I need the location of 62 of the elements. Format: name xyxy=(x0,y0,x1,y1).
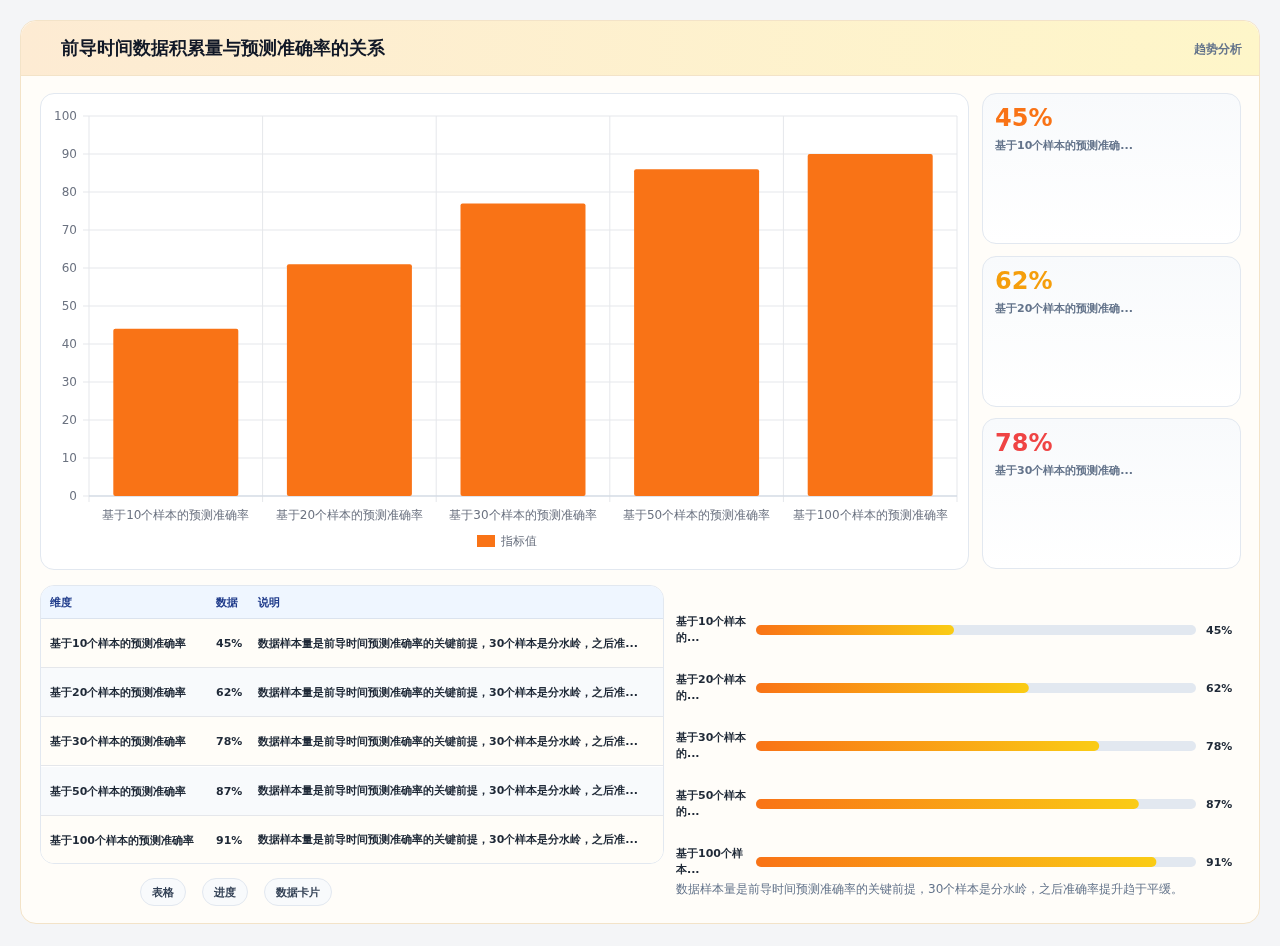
text: 维度 xyxy=(50,595,72,610)
category-label: 基于50个样本的预测准确率 xyxy=(50,783,188,800)
y-tick-label: 60 xyxy=(61,261,77,275)
text: 78% xyxy=(995,429,1053,457)
chart-title: 前导时间数据积累量与预测准确率的关系 xyxy=(61,36,385,60)
x-tick-label: 基于50个样本的预测准确率 xyxy=(622,508,771,522)
category-label: 基于100个样本... xyxy=(676,847,743,876)
data-label: 78% xyxy=(1206,740,1233,753)
category-label: 基于20个样本的... xyxy=(676,673,747,702)
y-tick-label: 40 xyxy=(61,337,77,351)
text: 62% xyxy=(995,266,1053,295)
x-tick-label: 基于30个样本的预测准确率 xyxy=(449,508,597,522)
legend-label: 指标值 xyxy=(500,534,537,548)
text: 表格 xyxy=(140,878,186,906)
y-tick-label: 0 xyxy=(69,489,77,503)
data-label: 62% xyxy=(1206,682,1233,695)
text: 进度 xyxy=(202,878,248,906)
text: 数据样本量是前导时间预测准确率的关键前提，30个样本是分水岭，之后准... xyxy=(258,684,639,701)
bar xyxy=(113,328,239,496)
text: 数据卡片 xyxy=(264,878,332,906)
text: 数据 xyxy=(216,595,238,610)
y-tick-label: 10 xyxy=(61,451,77,465)
category-label: 基于10个样本的... xyxy=(676,615,747,644)
y-tick-label: 100 xyxy=(54,109,77,123)
text: 基于10个样本的预测准确... xyxy=(995,138,1133,153)
category-label: 基于30个样本的预测准确率 xyxy=(50,734,188,751)
text: 说明 xyxy=(258,595,280,610)
text: 趋势分析 xyxy=(1194,41,1242,58)
x-tick-label: 基于20个样本的预测准确率 xyxy=(275,508,424,522)
category-label: 基于100个样本的预测准确率 xyxy=(50,832,195,849)
text: 数据样本量是前导时间预测准确率的关键前提，30个样本是分水岭，之后准... xyxy=(258,783,639,800)
text: 数据样本量是前导时间预测准确率的关键前提，30个样本是分水岭，之后准... xyxy=(258,733,639,750)
bar xyxy=(286,264,412,496)
text: 基于30个样本的预测准确... xyxy=(995,463,1133,478)
category-label: 基于50个样本的... xyxy=(676,789,747,818)
data-label: 87% xyxy=(1206,798,1233,811)
data-label: 45% xyxy=(1206,624,1233,637)
data-label: 91% xyxy=(1206,856,1233,869)
y-tick-label: 80 xyxy=(61,185,77,199)
text: 基于20个样本的预测准确... xyxy=(995,300,1133,316)
text: 45% xyxy=(216,637,243,650)
text: 数据样本量是前导时间预测准确率的关键前提，30个样本是分水岭，之后准... xyxy=(258,635,639,652)
bar xyxy=(634,169,760,496)
y-tick-label: 30 xyxy=(61,375,77,389)
text: 45% xyxy=(995,104,1053,132)
x-tick-label: 基于100个样本的预测准确率 xyxy=(792,508,948,522)
category-label: 基于20个样本的预测准确率 xyxy=(50,685,188,702)
text: 78% xyxy=(216,735,243,749)
y-tick-label: 20 xyxy=(61,413,77,427)
category-label: 基于10个样本的预测准确率 xyxy=(50,636,188,652)
y-tick-label: 90 xyxy=(61,147,77,161)
bar xyxy=(807,154,933,496)
y-tick-label: 50 xyxy=(61,299,77,313)
y-tick-label: 70 xyxy=(61,223,77,237)
x-tick-label: 基于10个样本的预测准确率 xyxy=(102,508,250,522)
text: 91% xyxy=(216,833,243,847)
text: 87% xyxy=(216,784,243,798)
text: 62% xyxy=(216,686,243,700)
text: 数据样本量是前导时间预测准确率的关键前提，30个样本是分水岭，之后准... xyxy=(258,832,639,849)
bar xyxy=(460,203,586,496)
annotation: 数据样本量是前导时间预测准确率的关键前提，30个样本是分水岭，之后准确率提升趋于平缓。 xyxy=(676,881,1184,898)
category-label: 基于30个样本的... xyxy=(676,731,747,760)
